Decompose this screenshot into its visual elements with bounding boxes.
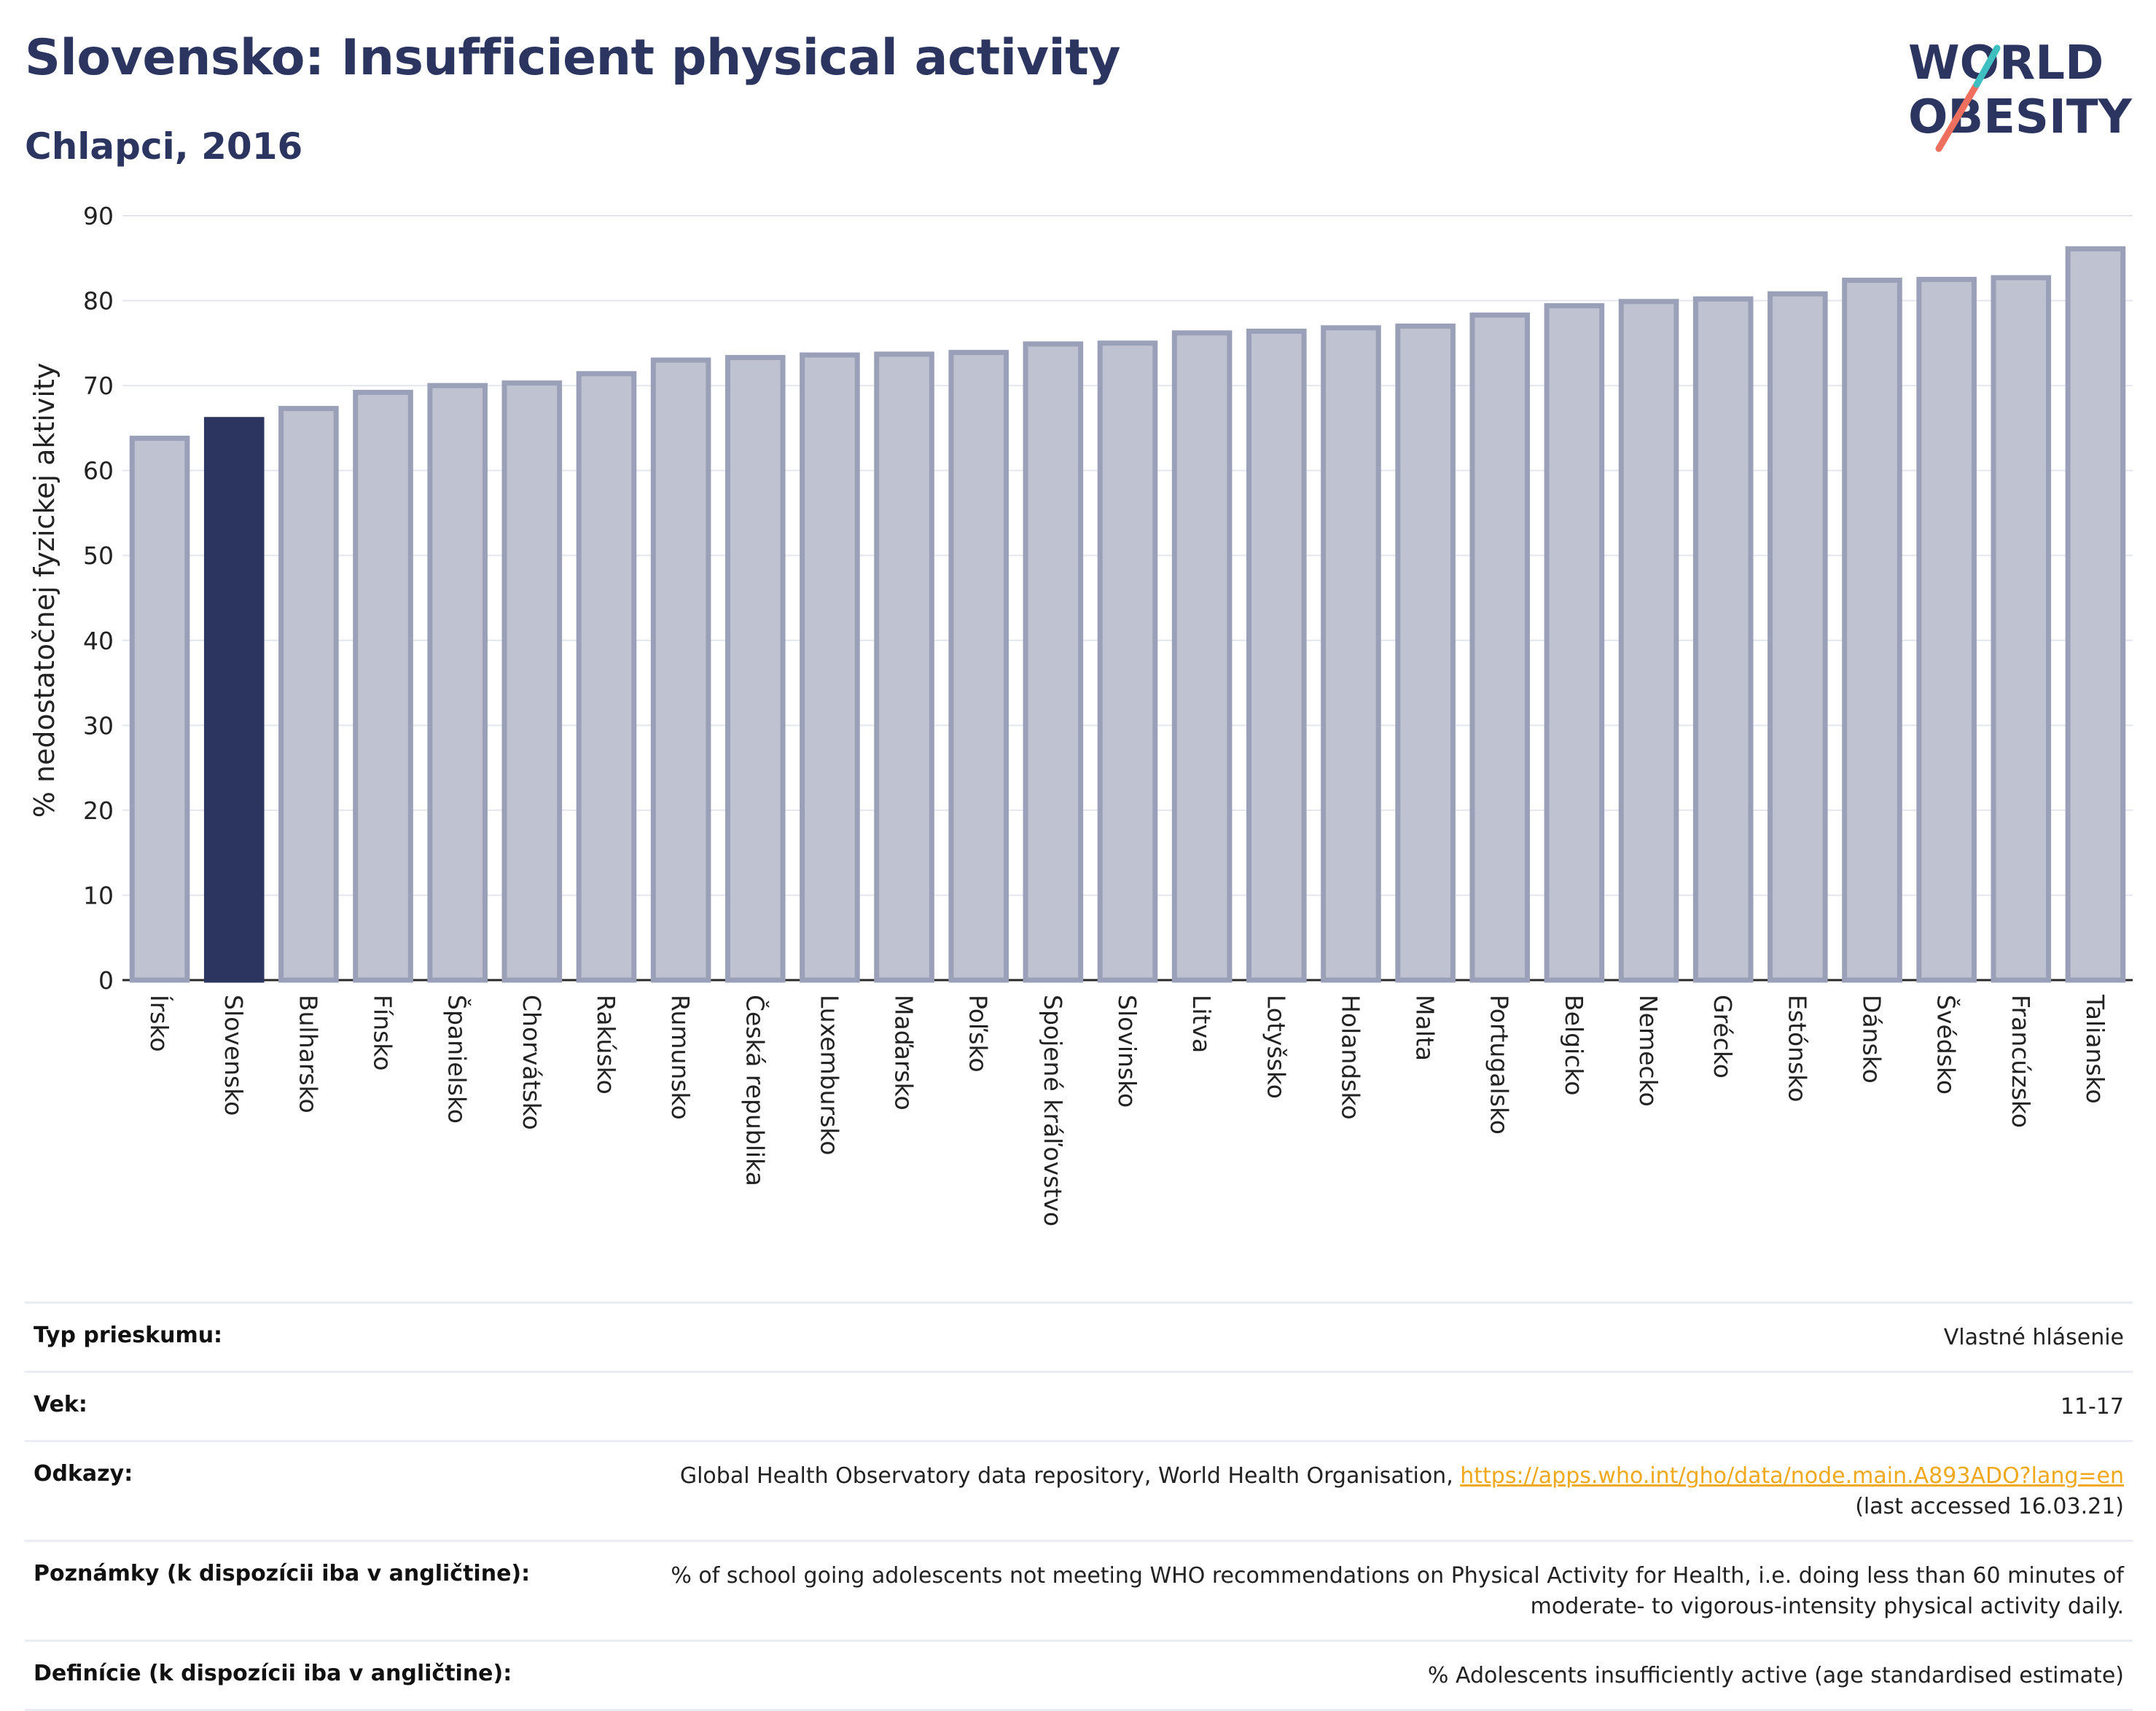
references-text: Global Health Observatory data repositor… xyxy=(679,1463,1461,1489)
chart-title: Slovensko: Insufficient physical activit… xyxy=(25,29,1121,87)
x-category-label: Chorvátsko xyxy=(517,995,546,1130)
meta-row-age: Vek: 11-17 xyxy=(25,1371,2133,1440)
bar xyxy=(724,355,786,983)
meta-key: Vek: xyxy=(34,1392,87,1417)
references-link[interactable]: https://apps.who.int/gho/data/node.main.… xyxy=(1460,1463,2124,1489)
y-tick-label: 90 xyxy=(83,202,114,230)
bar xyxy=(1171,330,1233,983)
bar xyxy=(800,352,860,983)
x-category-label: Francúzsko xyxy=(2007,995,2035,1128)
bar xyxy=(1618,299,1679,983)
y-tick-label: 40 xyxy=(83,627,114,655)
x-category-label: Holandsko xyxy=(1336,995,1364,1120)
x-category-label: Česká republika xyxy=(741,995,770,1186)
metadata-table: Typ prieskumu: Vlastné hlásenie Vek: 11-… xyxy=(25,1301,2133,1711)
x-category-label: Slovensko xyxy=(219,995,248,1116)
x-category-label: Grécko xyxy=(1708,995,1737,1078)
meta-value: Global Health Observatory data repositor… xyxy=(680,1461,2124,1522)
bars xyxy=(129,246,2126,983)
bar xyxy=(1321,325,1381,983)
x-category-label: Fínsko xyxy=(369,995,397,1070)
x-category-label: Slovinsko xyxy=(1113,995,1141,1108)
bar xyxy=(948,350,1009,983)
y-axis-label: % nedostatočnej fyzickej aktivity xyxy=(28,363,60,818)
x-category-label: Taliansko xyxy=(2081,994,2109,1104)
meta-value: % of school going adolescents not meetin… xyxy=(671,1563,2124,1619)
x-category-label: Írsko xyxy=(145,995,174,1052)
x-category-label: Portugalsko xyxy=(1485,995,1514,1135)
meta-key: Poznámky (k dispozícii iba v angličtine)… xyxy=(34,1561,531,1586)
chart-subtitle: Chlapci, 2016 xyxy=(25,125,303,168)
meta-value: Vlastné hlásenie xyxy=(1943,1325,2124,1350)
meta-row-definitions: Definície (k dispozícii iba v angličtine… xyxy=(25,1640,2133,1711)
bar xyxy=(129,435,190,983)
y-tick-label: 70 xyxy=(83,372,114,400)
bar xyxy=(1842,278,1902,983)
bar xyxy=(1395,324,1456,983)
y-tick-label: 50 xyxy=(83,541,114,570)
meta-row-notes: Poznámky (k dispozícii iba v angličtine)… xyxy=(25,1540,2133,1640)
meta-key: Definície (k dispozícii iba v angličtine… xyxy=(34,1661,512,1686)
logo-slash-coral xyxy=(1935,81,1980,152)
x-category-label: Lotyšsko xyxy=(1262,995,1290,1099)
bar xyxy=(874,351,934,983)
bar xyxy=(1544,303,1605,983)
bar xyxy=(1097,340,1158,983)
bar xyxy=(1692,296,1754,983)
bar xyxy=(1916,276,1977,983)
meta-key: Typ prieskumu: xyxy=(34,1323,223,1348)
y-axis-ticks: 0 10 20 30 40 50 60 70 80 90 xyxy=(83,202,114,995)
x-axis-labels: Írsko Slovensko Bulharsko Fínsko Španielsko C… xyxy=(145,994,2109,1226)
bar xyxy=(1991,275,2052,983)
bar xyxy=(1023,341,1084,983)
x-category-label: Španielsko xyxy=(443,995,472,1124)
meta-value: % Adolescents insufficiently active (age… xyxy=(1427,1663,2124,1688)
bar xyxy=(427,383,488,983)
y-tick-label: 60 xyxy=(83,457,114,485)
y-tick-label: 0 xyxy=(98,966,114,995)
x-category-label: Nemecko xyxy=(1634,995,1663,1107)
y-tick-label: 10 xyxy=(83,881,114,909)
meta-row-references: Odkazy: Global Health Observatory data r… xyxy=(25,1440,2133,1540)
meta-key: Odkazy: xyxy=(34,1461,133,1487)
bar xyxy=(576,371,637,983)
x-category-label: Poľsko xyxy=(964,995,993,1073)
x-category-label: Maďarsko xyxy=(890,995,918,1111)
x-category-label: Švédsko xyxy=(1932,995,1961,1095)
y-tick-label: 20 xyxy=(83,796,114,825)
world-obesity-logo: WORLD OBESITY xyxy=(1908,36,2132,152)
meta-row-survey-type: Typ prieskumu: Vlastné hlásenie xyxy=(25,1301,2133,1371)
logo-slash-teal xyxy=(1973,44,2001,88)
x-category-label: Spojené kráľovstvo xyxy=(1039,995,1067,1226)
bar xyxy=(2065,246,2126,983)
bar xyxy=(278,406,339,983)
bar xyxy=(1246,329,1307,983)
bar xyxy=(353,389,413,983)
bar-highlighted xyxy=(203,417,265,983)
bar xyxy=(1469,312,1531,983)
references-accessed: (last accessed 16.03.21) xyxy=(1855,1494,2124,1519)
x-category-label: Rumunsko xyxy=(666,995,695,1120)
x-category-label: Litva xyxy=(1187,995,1216,1053)
bar xyxy=(1768,291,1828,983)
x-category-label: Malta xyxy=(1411,995,1440,1061)
x-category-label: Dánsko xyxy=(1857,995,1886,1084)
logo-text-world: WORLD xyxy=(1908,36,2104,90)
x-category-label: Estónsko xyxy=(1783,995,1811,1102)
x-category-label: Bulharsko xyxy=(294,995,322,1113)
bar xyxy=(501,380,563,983)
x-category-label: Rakúsko xyxy=(592,995,620,1095)
bar xyxy=(650,357,711,983)
bar-chart: 0 10 20 30 40 50 60 70 80 90 Írsko Slovensko Bulhar… xyxy=(28,202,2133,1226)
meta-value: 11-17 xyxy=(2060,1394,2124,1420)
x-category-label: Belgicko xyxy=(1560,995,1588,1096)
x-category-label: Luxembursko xyxy=(815,995,843,1155)
y-tick-label: 30 xyxy=(83,711,114,740)
y-tick-label: 80 xyxy=(83,287,114,316)
